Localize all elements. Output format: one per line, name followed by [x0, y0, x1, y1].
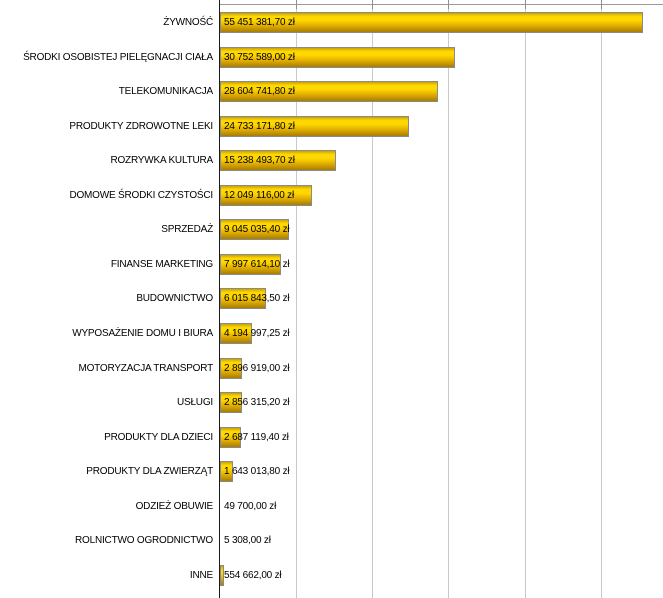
axis-tick: [448, 0, 449, 9]
bar: [220, 392, 242, 413]
bar-value-label: 2 896 919,00 zł: [224, 363, 290, 374]
category-label: TELEKOMUNIKACJA: [118, 86, 213, 97]
axis-tick: [601, 0, 602, 9]
bar-value-label: 49 700,00 zł: [224, 501, 277, 512]
bar-value-label: 6 015 843,50 zł: [224, 293, 290, 304]
category-label: ŚRODKI OSOBISTEJ PIELĘGNACJI CIAŁA: [23, 52, 213, 63]
bar: [220, 116, 409, 137]
category-label: WYPOSAŻENIE DOMU I BIURA: [72, 328, 213, 339]
bar: [220, 461, 233, 482]
bar-value-label: 7 997 614,10 zł: [224, 259, 290, 270]
bar-value-label: 5 308,00 zł: [224, 535, 271, 546]
bar-value-label: 30 752 589,00 zł: [224, 52, 295, 63]
bar-value-label: 12 049 116,00 zł: [224, 190, 295, 201]
gridline: [601, 0, 602, 598]
bar: [220, 12, 643, 33]
category-label: DOMOWE ŚRODKI CZYSTOŚCI: [69, 190, 213, 201]
bar: [220, 254, 281, 275]
category-axis-line: [219, 0, 220, 598]
bar-value-label: 2 856 315,20 zł: [224, 397, 290, 408]
bar-value-label: 1 643 013,80 zł: [224, 466, 290, 477]
bar: [220, 150, 336, 171]
bar-value-label: 55 451 381,70 zł: [224, 17, 295, 28]
category-label: ROZRYWKA KULTURA: [110, 155, 213, 166]
bar: [220, 219, 289, 240]
axis-tick: [296, 0, 297, 9]
category-label: PRODUKTY ZDROWOTNE LEKI: [69, 121, 213, 132]
category-label: ODZIEŻ OBUWIE: [135, 501, 214, 512]
bar-value-label: 2 687 119,40 zł: [224, 432, 289, 443]
bar: [220, 185, 312, 206]
category-label: MOTORYZACJA TRANSPORT: [78, 363, 213, 374]
gridline: [525, 0, 526, 598]
gridline: [296, 0, 297, 598]
bar-value-label: 4 194 997,25 zł: [224, 328, 290, 339]
category-label: INNE: [189, 570, 213, 581]
bar-value-label: 15 238 493,70 zł: [224, 155, 295, 166]
bar: [220, 565, 224, 586]
bar: [220, 358, 242, 379]
axis-tick: [372, 0, 373, 9]
value-axis-line: [219, 4, 663, 5]
bar: [220, 81, 438, 102]
gridline: [372, 0, 373, 598]
category-label: USŁUGI: [176, 397, 213, 408]
category-label: FINANSE MARKETING: [110, 259, 213, 270]
category-label: PRODUKTY DLA DZIECI: [104, 432, 213, 443]
category-label: ROLNICTWO OGRODNICTWO: [74, 535, 213, 546]
bar-value-label: 554 662,00 zł: [224, 570, 282, 581]
category-label: BUDOWNICTWO: [136, 293, 213, 304]
bar: [220, 323, 252, 344]
bar: [220, 427, 241, 448]
category-label: PRODUKTY DLA ZWIERZĄT: [86, 466, 213, 477]
category-label: ŻYWNOŚĆ: [163, 17, 213, 28]
bar-value-label: 28 604 741,80 zł: [224, 86, 295, 97]
bar-value-label: 9 045 035,40 zł: [224, 224, 290, 235]
gridline: [448, 0, 449, 598]
bar: [220, 47, 455, 68]
axis-tick: [525, 0, 526, 9]
category-label: SPRZEDAŻ: [161, 224, 213, 235]
bar: [220, 288, 266, 309]
bar-value-label: 24 733 171,80 zł: [224, 121, 295, 132]
